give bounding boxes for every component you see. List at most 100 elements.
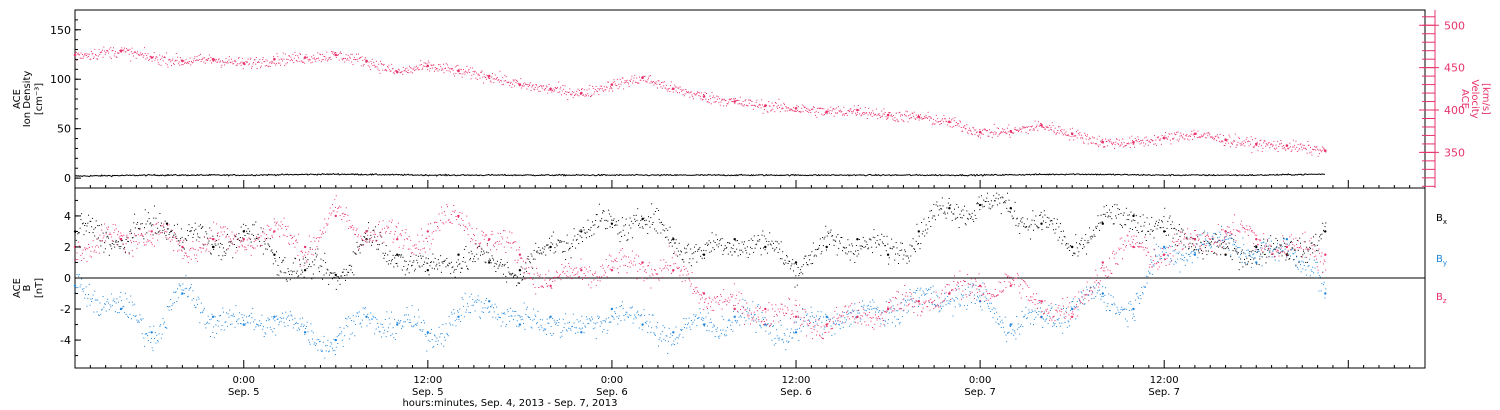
velocity-scatter-dot xyxy=(1038,121,1039,123)
velocity-scatter-dot xyxy=(1040,122,1042,124)
b-scatter-dot xyxy=(680,250,682,252)
velocity-scatter-dot xyxy=(784,104,785,106)
velocity-scatter-dot xyxy=(311,56,313,58)
b-scatter-dot xyxy=(1054,232,1056,234)
b-scatter-dot xyxy=(562,318,564,320)
velocity-scatter-dot xyxy=(831,110,833,112)
b-scatter-dot xyxy=(1172,237,1174,239)
velocity-scatter-dot xyxy=(1171,133,1173,135)
velocity-scatter-dot xyxy=(134,51,136,53)
b-scatter-dot xyxy=(641,226,643,228)
b-scatter-dot xyxy=(1113,302,1115,304)
b-scatter-dot xyxy=(1147,230,1149,232)
velocity-scatter-dot xyxy=(1173,137,1175,139)
velocity-scatter-dot xyxy=(412,69,414,71)
velocity-scatter-dot xyxy=(394,70,396,72)
b-scatter-dot xyxy=(1299,237,1301,239)
velocity-scatter-dot xyxy=(649,82,651,84)
velocity-scatter-dot xyxy=(934,123,936,125)
b-scatter-dot xyxy=(656,208,658,209)
b-scatter-dot xyxy=(1032,311,1034,313)
b-scatter-dot xyxy=(917,243,919,245)
b-scatter-dot xyxy=(1267,240,1268,242)
velocity-point xyxy=(242,62,246,65)
b-scatter-dot xyxy=(1205,250,1207,252)
b-scatter-dot xyxy=(1075,318,1077,320)
b-scatter-dot xyxy=(910,295,912,297)
velocity-scatter-dot xyxy=(1039,124,1041,126)
velocity-scatter-dot xyxy=(932,122,934,124)
b-scatter-dot xyxy=(319,265,321,267)
b-scatter-dot xyxy=(334,272,336,274)
velocity-scatter-dot xyxy=(668,88,670,89)
b-scatter-dot xyxy=(1305,262,1307,263)
density-axis-label-line3: [cm⁻³] xyxy=(34,83,45,115)
velocity-scatter-dot xyxy=(1060,130,1062,132)
velocity-scatter-dot xyxy=(603,86,605,88)
velocity-scatter-dot xyxy=(786,107,788,109)
b-scatter-dot xyxy=(876,240,878,242)
b-scatter-dot xyxy=(312,332,314,334)
velocity-scatter-dot xyxy=(1186,133,1188,135)
velocity-scatter-dot xyxy=(144,53,146,54)
b-point xyxy=(1040,222,1043,225)
velocity-scatter-dot xyxy=(295,59,297,61)
b-scatter-dot xyxy=(430,328,432,330)
velocity-scatter-dot xyxy=(175,53,177,54)
b-scatter-dot xyxy=(208,240,210,242)
b-scatter-dot xyxy=(173,234,175,236)
b-scatter-dot xyxy=(266,248,268,250)
velocity-scatter-dot xyxy=(1250,136,1252,138)
b-scatter-dot xyxy=(719,335,721,337)
b-point xyxy=(303,331,307,334)
velocity-scatter-dot xyxy=(606,87,608,89)
b-scatter-dot xyxy=(1039,214,1041,216)
b-scatter-dot xyxy=(848,325,850,327)
velocity-scatter-dot xyxy=(953,125,955,127)
b-scatter-dot xyxy=(1095,296,1097,298)
b-scatter-dot xyxy=(164,220,166,222)
velocity-scatter-dot xyxy=(452,69,454,71)
b-scatter-dot xyxy=(493,265,495,267)
velocity-scatter-dot xyxy=(679,86,681,88)
velocity-scatter-dot xyxy=(1136,141,1138,143)
velocity-scatter-dot xyxy=(924,117,926,119)
velocity-scatter-dot xyxy=(259,59,261,61)
velocity-scatter-dot xyxy=(665,87,667,89)
b-scatter-dot xyxy=(782,338,784,340)
b-scatter-dot xyxy=(154,232,156,234)
b-scatter-dot xyxy=(583,229,585,231)
b-scatter-dot xyxy=(855,316,857,318)
velocity-scatter-dot xyxy=(756,99,758,101)
velocity-scatter-dot xyxy=(369,66,371,68)
velocity-scatter-dot xyxy=(1104,146,1106,147)
velocity-scatter-dot xyxy=(213,59,215,61)
b-scatter-dot xyxy=(929,288,931,290)
b-scatter-dot xyxy=(322,350,323,352)
velocity-scatter-dot xyxy=(1007,131,1009,133)
velocity-scatter-dot xyxy=(1268,142,1270,143)
velocity-scatter-dot xyxy=(1169,133,1171,135)
velocity-scatter-dot xyxy=(948,120,950,122)
velocity-scatter-dot xyxy=(1248,145,1250,147)
b-scatter-dot xyxy=(542,330,544,332)
b-scatter-dot xyxy=(523,322,524,324)
b-scatter-dot xyxy=(865,310,867,312)
velocity-scatter-dot xyxy=(1069,128,1071,130)
b-scatter-dot xyxy=(989,302,991,304)
velocity-scatter-dot xyxy=(443,72,445,74)
velocity-scatter-dot xyxy=(228,59,230,61)
b-scatter-dot xyxy=(565,259,567,260)
b-scatter-dot xyxy=(1145,240,1147,241)
velocity-scatter-dot xyxy=(835,112,837,114)
velocity-scatter-dot xyxy=(378,69,380,71)
velocity-scatter-dot xyxy=(1307,141,1309,142)
b-scatter-dot xyxy=(1227,247,1229,249)
b-scatter-dot xyxy=(303,324,305,326)
velocity-scatter-dot xyxy=(1004,131,1006,133)
b-scatter-dot xyxy=(862,246,863,247)
b-scatter-dot xyxy=(728,318,730,320)
velocity-scatter-dot xyxy=(231,58,232,60)
b-scatter-dot xyxy=(287,325,289,327)
velocity-scatter-dot xyxy=(423,62,425,64)
